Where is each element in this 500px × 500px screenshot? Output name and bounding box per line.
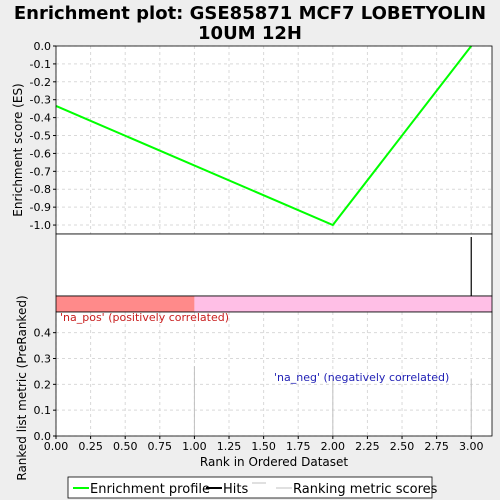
metric-y-tick-label: 0.1 <box>34 404 52 417</box>
x-tick-label: 1.50 <box>251 440 276 453</box>
hits-panel <box>55 233 493 297</box>
x-tick-label: 0.00 <box>44 440 69 453</box>
metric-y-tick-label: 0.0 <box>34 430 52 443</box>
color-bar-negative <box>194 296 492 312</box>
metric-y-tick-label: 0.3 <box>34 353 52 366</box>
es-panel-background <box>56 46 492 234</box>
rank-color-bar <box>55 295 493 313</box>
x-tick-label: 2.25 <box>355 440 380 453</box>
metric-y-ticks: 0.0 0.1 0.2 0.3 0.4 <box>34 327 56 443</box>
metric-bars <box>193 366 472 436</box>
es-y-tick-label: -0.2 <box>30 76 51 89</box>
es-y-axis-label: Enrichment score (ES) <box>11 83 25 216</box>
es-y-tick-label: -0.8 <box>30 183 51 196</box>
annotation-positive: 'na_pos' (positively correlated) <box>60 311 229 324</box>
legend-label-enrichment-profile: Enrichment profile <box>90 482 210 497</box>
es-y-ticks: 0.0 -0.1 -0.2 -0.3 -0.4 -0.5 -0.6 -0.7 -0.8 -0.9 -… <box>30 40 56 232</box>
metric-y-tick-label: 0.4 <box>34 327 52 340</box>
es-y-tick-label: -0.4 <box>30 112 51 125</box>
x-tick-label: 1.75 <box>286 440 311 453</box>
metric-y-tick-label: 0.2 <box>34 378 52 391</box>
x-tick-label: 1.25 <box>217 440 242 453</box>
metric-y-axis-label: Ranked list metric (PreRanked) <box>15 295 29 480</box>
es-y-tick-label: -1.0 <box>30 219 51 232</box>
annotation-negative: 'na_neg' (negatively correlated) <box>274 371 449 384</box>
metric-panel-frame <box>55 311 493 437</box>
x-axis-label: Rank in Ordered Dataset <box>200 455 348 469</box>
es-y-tick-label: -0.9 <box>30 201 51 214</box>
x-tick-label: 2.00 <box>321 440 346 453</box>
chart-title-line1: Enrichment plot: GSE85871 MCF7 LOBETYOLI… <box>14 3 486 24</box>
x-tick-label: 0.50 <box>113 440 138 453</box>
x-tick-label: 2.50 <box>390 440 415 453</box>
color-bar-positive <box>56 296 195 312</box>
es-y-tick-label: 0.0 <box>34 40 52 53</box>
enrichment-profile-line <box>55 45 473 227</box>
x-tick-label: 0.25 <box>78 440 103 453</box>
es-y-tick-label: -0.7 <box>30 165 51 178</box>
x-tick-label: 3.00 <box>459 440 484 453</box>
x-tick-label: 0.75 <box>148 440 173 453</box>
es-y-tick-label: -0.5 <box>30 130 51 143</box>
es-grid <box>55 45 492 234</box>
legend-label-hits: Hits <box>223 482 248 497</box>
legend-box <box>67 476 433 499</box>
chart-title-line2: 10UM 12H <box>198 23 302 44</box>
x-ticks: 0.00 0.25 0.50 0.75 1.00 1.25 1.50 1.75 2.00 2.25… <box>44 436 484 453</box>
es-y-tick-label: -0.1 <box>30 58 51 71</box>
legend-label-ranking-metric: Ranking metric scores <box>293 482 438 497</box>
es-y-tick-label: -0.3 <box>30 94 51 107</box>
x-tick-label: 2.75 <box>424 440 449 453</box>
es-y-tick-label: -0.6 <box>30 147 51 160</box>
x-tick-label: 1.00 <box>182 440 207 453</box>
